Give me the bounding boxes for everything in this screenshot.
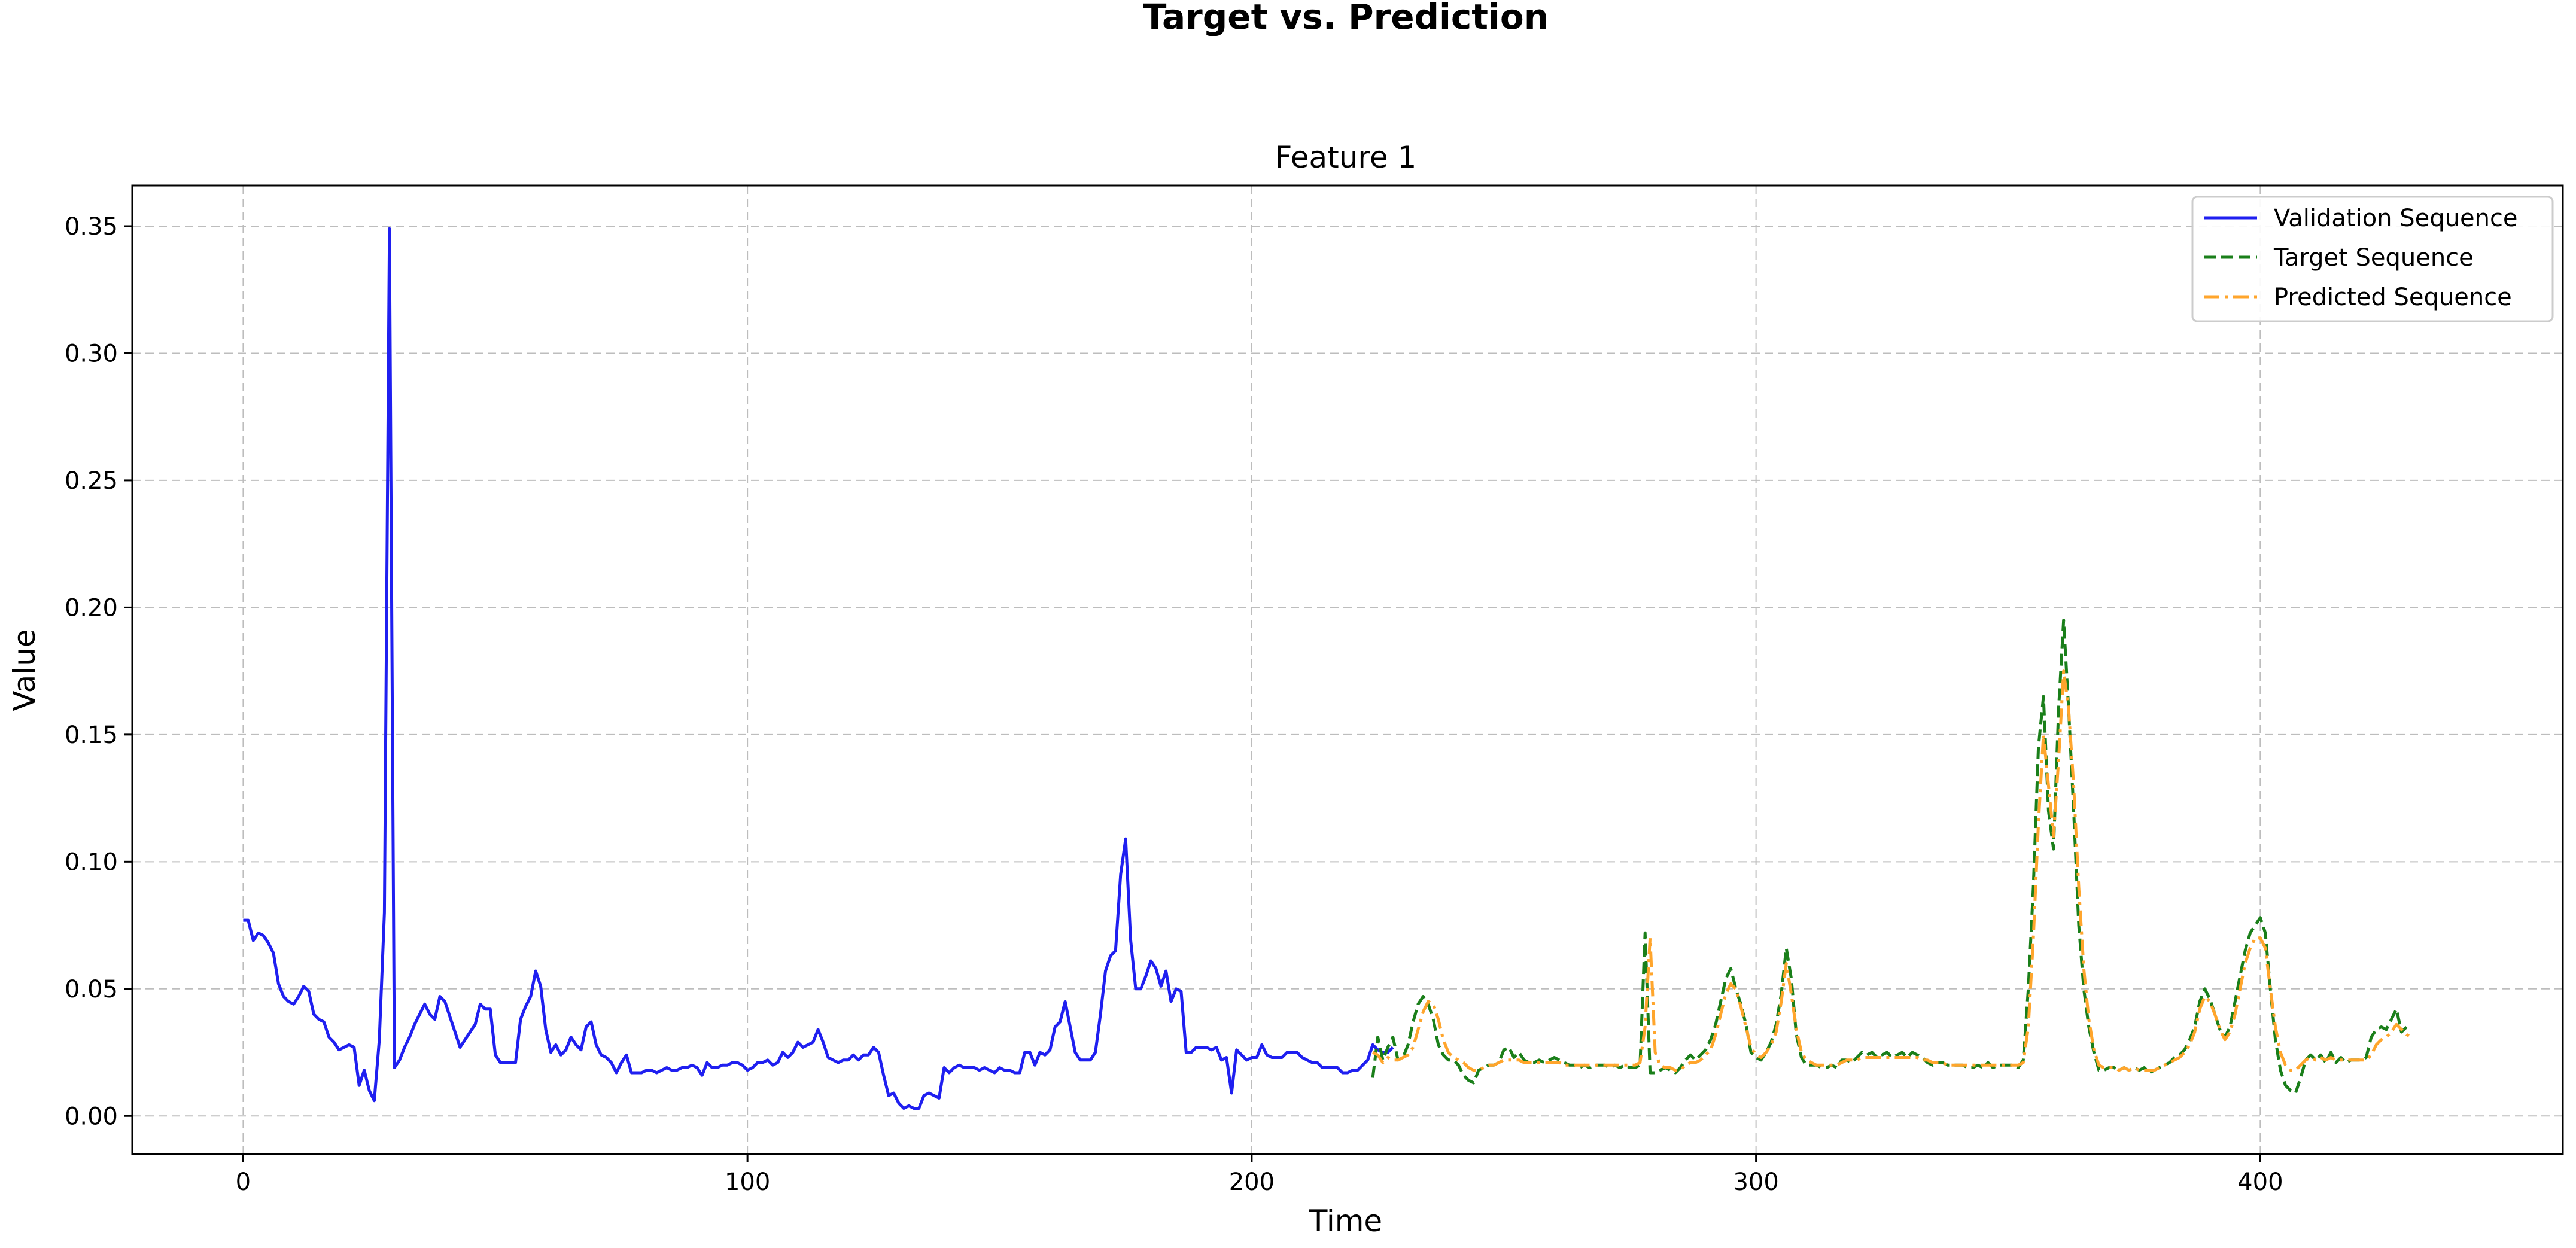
x-tick-label: 0 xyxy=(236,1168,251,1196)
axis-ticks: 0 100 200 300 400 0.00 0.05 0.10 0.15 0.20 0.25 0.3… xyxy=(65,213,2283,1196)
y-tick-label: 0.25 xyxy=(65,467,118,495)
x-tick-label: 200 xyxy=(1229,1168,1275,1196)
x-tick-label: 100 xyxy=(725,1168,770,1196)
legend-box xyxy=(2191,196,2554,322)
y-tick-label: 0.15 xyxy=(65,722,118,749)
grid-lines xyxy=(132,185,2563,1154)
x-tick-label: 400 xyxy=(2237,1168,2283,1196)
y-tick-label: 0.05 xyxy=(65,976,118,1003)
figure-suptitle: Target vs. Prediction xyxy=(1143,0,1549,37)
legend-label: Validation Sequence xyxy=(2274,205,2518,232)
y-tick-label: 0.30 xyxy=(65,340,118,367)
y-tick-label: 0.35 xyxy=(65,213,118,241)
target-sequence-line xyxy=(1371,619,2408,1095)
predicted-sequence-line xyxy=(1371,669,2413,1072)
chart-title: Feature 1 xyxy=(1275,140,1417,175)
plot-area-frame xyxy=(131,184,2564,1155)
x-tick-label: 300 xyxy=(1733,1168,1778,1196)
y-tick-label: 0.20 xyxy=(65,594,118,622)
y-tick-label: 0.00 xyxy=(65,1103,118,1130)
legend-label: Predicted Sequence xyxy=(2274,284,2512,311)
legend-label: Target Sequence xyxy=(2273,244,2474,272)
plot-series xyxy=(243,227,2413,1110)
chart-legend: Validation Sequence Target Sequence Predic… xyxy=(2191,196,2554,322)
validation-sequence-line xyxy=(243,227,1394,1110)
y-tick-label: 0.10 xyxy=(65,848,118,876)
y-axis-label: Value xyxy=(7,629,42,711)
x-axis-label: Time xyxy=(1309,1204,1382,1238)
